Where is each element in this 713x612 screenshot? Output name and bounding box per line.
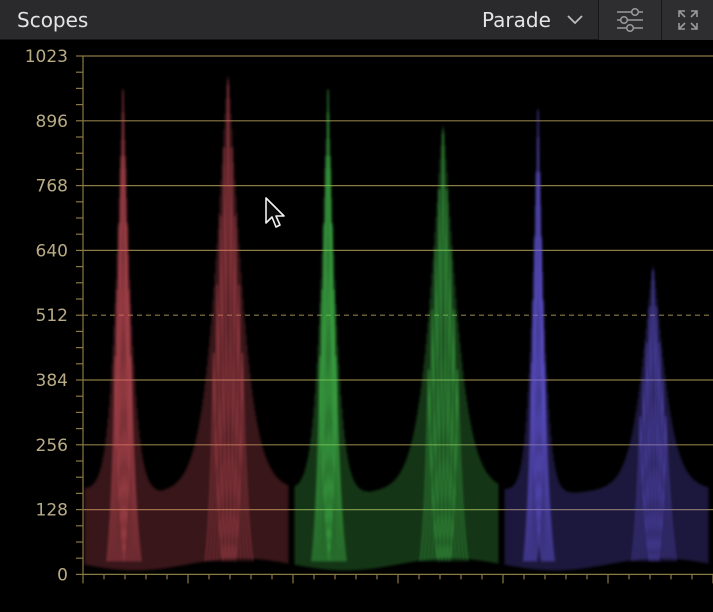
waveform-blue — [504, 109, 709, 571]
scale-label-640: 640 — [36, 241, 68, 261]
parade-waveform: 1023 896 768 640 512 384 256 128 0 — [25, 47, 713, 585]
expand-panel-button[interactable] — [661, 0, 713, 40]
expand-icon — [678, 10, 698, 30]
scale-label-128: 128 — [36, 501, 68, 521]
scope-mode-dropdown[interactable]: Parade — [472, 0, 596, 40]
scale-label-256: 256 — [36, 436, 68, 456]
scale-label-1023: 1023 — [25, 47, 68, 67]
parade-scope[interactable]: 1023 896 768 640 512 384 256 128 0 — [0, 41, 713, 612]
panel-title: Scopes — [17, 8, 89, 32]
panel-header: Scopes Parade — [0, 0, 713, 40]
scale-label-768: 768 — [36, 177, 68, 197]
scale-label-896: 896 — [36, 112, 68, 132]
scale-label-384: 384 — [36, 371, 68, 391]
waveform-green — [294, 89, 499, 571]
scale-label-0: 0 — [57, 565, 68, 585]
waveform-red — [84, 75, 289, 571]
scope-settings-button[interactable] — [598, 0, 661, 40]
scope-mode-label: Parade — [482, 8, 551, 32]
scale-label-512: 512 — [36, 306, 68, 326]
sliders-icon — [617, 7, 643, 33]
mouse-pointer-icon — [265, 197, 285, 228]
chevron-down-icon — [567, 15, 583, 25]
